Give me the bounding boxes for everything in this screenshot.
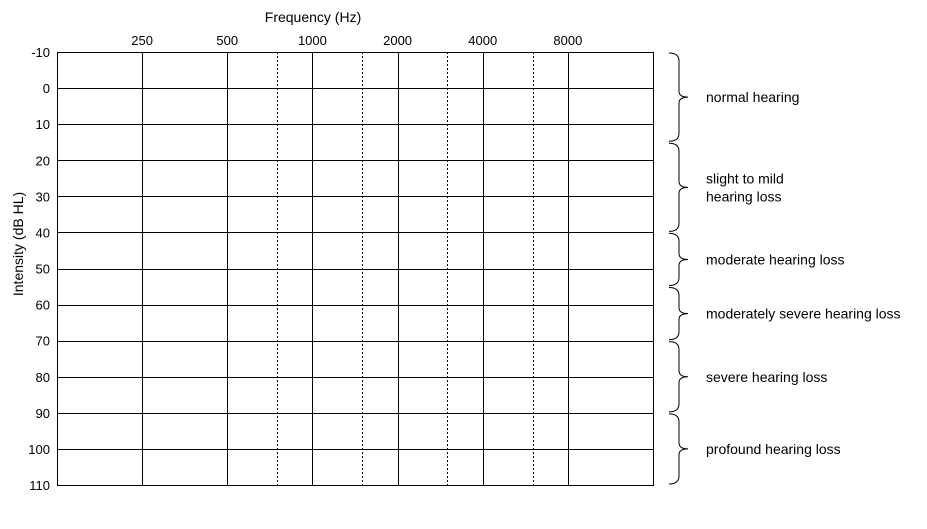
band-brace <box>668 142 689 232</box>
y-tick-label: 30 <box>36 189 50 204</box>
y-tick-label: 70 <box>36 334 50 349</box>
band-label: slight to mild <box>706 170 784 186</box>
y-axis-title: Intensity (dB HL) <box>10 192 26 296</box>
band-label: normal hearing <box>706 89 799 105</box>
band-label: profound hearing loss <box>706 441 841 457</box>
y-tick-label: 60 <box>36 298 50 313</box>
y-tick-label: 100 <box>28 442 50 457</box>
band-brace <box>668 287 689 341</box>
x-tick-label: 8000 <box>553 33 582 48</box>
x-tick-label: 2000 <box>383 33 412 48</box>
band-label: moderately severe hearing loss <box>706 306 901 322</box>
x-tick-label: 500 <box>216 33 238 48</box>
y-tick-label: 40 <box>36 225 50 240</box>
y-tick-label: 10 <box>36 117 50 132</box>
band-brace <box>668 52 689 142</box>
band-brace <box>668 341 689 413</box>
y-tick-label: 90 <box>36 406 50 421</box>
y-tick-label: 20 <box>36 153 50 168</box>
x-tick-labels: 250 500 1000 2000 4000 8000 <box>131 33 582 48</box>
y-tick-label: 110 <box>29 478 50 493</box>
band-brace <box>668 232 689 287</box>
x-tick-label: 250 <box>131 33 153 48</box>
grid <box>57 52 654 486</box>
x-axis-title: Frequency (Hz) <box>265 9 361 25</box>
band-brace <box>668 413 689 485</box>
y-tick-label: 0 <box>43 81 50 96</box>
y-tick-label: 50 <box>36 262 50 277</box>
x-tick-label: 4000 <box>468 33 497 48</box>
band-label: moderate hearing loss <box>706 251 845 267</box>
band-label: severe hearing loss <box>706 369 827 385</box>
y-tick-label: -10 <box>31 45 50 60</box>
hearing-loss-bands: normal hearing slight to mild hearing loss… <box>668 52 901 485</box>
x-tick-label: 1000 <box>298 33 327 48</box>
y-tick-label: 80 <box>36 370 50 385</box>
y-tick-labels: -10 0 10 20 30 40 50 60 70 80 90 100 110 <box>28 45 50 493</box>
band-label: hearing loss <box>706 188 782 204</box>
